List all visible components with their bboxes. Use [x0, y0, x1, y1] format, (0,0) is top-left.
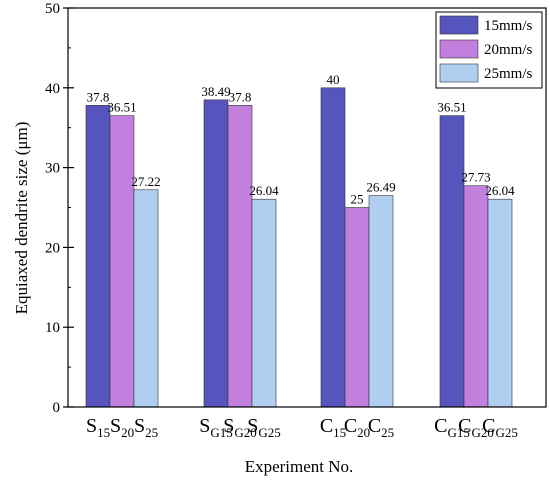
x-tick-label-1-3: S25 — [134, 415, 158, 440]
bar-3-2 — [251, 198, 277, 408]
x-tick-base: S — [223, 415, 234, 437]
data-labels-layer: 37.8 38.494036.5136.5137.82527.7327.2226.… — [87, 72, 516, 207]
y-tick-label: 40 — [45, 81, 60, 97]
bars-layer — [85, 87, 513, 408]
x-tick-label-4-3: CG25 — [482, 415, 518, 440]
x-tick-base: S — [247, 415, 258, 437]
x-tick-base: S — [110, 415, 121, 437]
x-tick-subscript: 25 — [381, 425, 394, 440]
legend-swatch-3 — [439, 63, 479, 83]
x-tick-label-2-1: SG15 — [199, 415, 233, 440]
legend-label-2: 20mm/s — [484, 42, 533, 58]
x-axis-title: Experiment No. — [245, 457, 354, 476]
x-tick-base: S — [199, 415, 210, 437]
x-tick-base: S — [134, 415, 145, 437]
bar-2-1 — [109, 115, 135, 408]
x-tick-label-3-1: C15 — [320, 415, 346, 440]
bar-3-3 — [368, 195, 394, 408]
x-tick-label-1-1: S15 — [86, 415, 110, 440]
x-tick-label-4-2: CG20 — [458, 415, 494, 440]
x-tick-base: C — [434, 415, 447, 437]
legend-swatch-1 — [439, 15, 479, 35]
x-tick-label-3-2: C20 — [344, 415, 370, 440]
x-tick-label-4-1: CG15 — [434, 415, 470, 440]
x-tick-subscript: 15 — [333, 425, 346, 440]
y-axis-title: Equiaxed dendrite size (μm) — [12, 122, 31, 315]
bar-1-2 — [203, 99, 229, 408]
bar-1-4 — [439, 115, 465, 408]
bar-2-2 — [227, 105, 253, 408]
bar-1-3 — [320, 87, 346, 408]
x-tick-subscript: G20 — [234, 425, 256, 440]
x-tick-base: C — [482, 415, 495, 437]
data-label-1-1: 37.8 — [87, 89, 110, 104]
y-tick-label: 50 — [45, 1, 60, 17]
x-tick-subscript: G15 — [447, 425, 469, 440]
legend: 15mm/s 20mm/s 25mm/s — [435, 11, 543, 89]
data-label-2-3: 25 — [351, 192, 364, 207]
y-tick-label: 30 — [45, 161, 60, 177]
data-label-3-4: 26.04 — [485, 183, 515, 198]
y-tick-label: 10 — [45, 320, 60, 336]
bar-3-1 — [133, 189, 159, 408]
data-label-2-1: 36.51 — [107, 100, 136, 115]
data-label-2-4: 27.73 — [461, 170, 490, 185]
x-tick-label-3-3: C25 — [368, 415, 394, 440]
x-tick-base: S — [86, 415, 97, 437]
bar-3-4 — [487, 198, 513, 408]
x-tick-subscript: G25 — [258, 425, 280, 440]
data-label-1-4: 36.51 — [437, 100, 466, 115]
bar-2-4 — [463, 185, 489, 408]
data-label-2-2: 37.8 — [229, 89, 252, 104]
bar-2-3 — [344, 207, 370, 408]
x-tick-base: C — [320, 415, 333, 437]
legend-swatch-2 — [439, 39, 479, 59]
x-tick-subscript: G15 — [210, 425, 232, 440]
bar-1-1 — [85, 105, 111, 408]
y-tick-label: 0 — [53, 400, 61, 416]
x-tick-subscript: 15 — [97, 425, 110, 440]
x-tick-subscript: 20 — [121, 425, 134, 440]
data-label-3-2: 26.04 — [249, 183, 279, 198]
x-tick-label-2-2: SG20 — [223, 415, 257, 440]
x-tick-label-2-3: SG25 — [247, 415, 281, 440]
data-label-1-2: 38.49 — [201, 84, 230, 99]
x-tick-base: C — [458, 415, 471, 437]
x-tick-label-1-2: S20 — [110, 415, 134, 440]
legend-label-3: 25mm/s — [484, 66, 533, 82]
y-tick-label: 20 — [45, 240, 60, 256]
data-label-3-3: 26.49 — [366, 180, 395, 195]
x-tick-subscript: 25 — [145, 425, 158, 440]
x-tick-subscript: 20 — [357, 425, 370, 440]
x-tick-base: C — [344, 415, 357, 437]
data-label-3-1: 27.22 — [131, 174, 160, 189]
x-tick-base: C — [368, 415, 381, 437]
legend-label-1: 15mm/s — [484, 18, 533, 34]
x-tick-subscript: G20 — [471, 425, 493, 440]
x-tick-subscript: G25 — [495, 425, 517, 440]
data-label-1-3: 40 — [327, 72, 340, 87]
